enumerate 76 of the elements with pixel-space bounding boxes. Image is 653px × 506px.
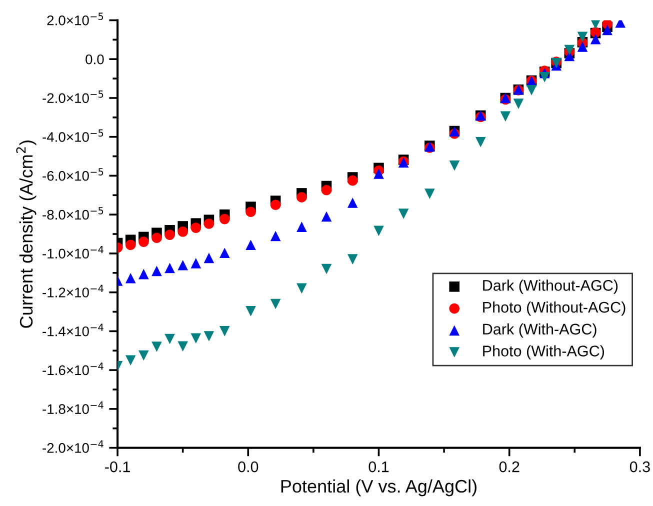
point xyxy=(577,42,588,52)
point xyxy=(270,230,281,242)
point xyxy=(513,98,524,109)
y-tick-label: -1.8×10$^{−4}$ xyxy=(42,401,104,414)
point xyxy=(321,184,332,196)
x-tick-label: -0.1 xyxy=(105,461,130,472)
point xyxy=(475,136,486,148)
point xyxy=(246,306,256,316)
y-tick-label: 0.0 xyxy=(86,54,104,64)
point xyxy=(296,192,307,202)
y-tick-label: 2.0×10$^{−5}$ xyxy=(47,12,104,26)
y-tick-label: -1.2×10$^{−4}$ xyxy=(42,284,104,298)
point xyxy=(246,206,256,218)
x-tick-label: 0.3 xyxy=(630,461,650,472)
point xyxy=(296,283,307,294)
x-axis-title: Potential (V vs. Ag/AgCl) xyxy=(281,479,476,496)
point xyxy=(270,200,281,210)
point xyxy=(138,236,149,247)
point xyxy=(500,111,511,122)
point xyxy=(190,258,202,268)
y-tick-label: -6.0×10$^{−5}$ xyxy=(42,168,104,181)
point xyxy=(219,326,230,336)
point xyxy=(219,248,230,258)
point xyxy=(347,198,358,208)
x-tick-label: 0.1 xyxy=(368,461,389,472)
legend-label: Photo (Without-AGC) xyxy=(483,301,626,316)
point xyxy=(374,168,384,179)
y-tick-label: -1.4×10$^{−4}$ xyxy=(42,324,104,336)
point xyxy=(190,222,202,233)
y-tick-label: -4.0×10$^{−5}$ xyxy=(42,129,104,142)
y-axis-title: Current density (A/cm$^{2}$) xyxy=(16,140,36,328)
point xyxy=(219,214,230,224)
point xyxy=(204,252,214,264)
legend-label: Dark (With-AGC) xyxy=(483,323,596,338)
point xyxy=(178,341,188,352)
point xyxy=(152,232,162,244)
point xyxy=(190,333,202,344)
y-tick-label: -2.0×10$^{−4}$ xyxy=(42,440,104,453)
x-tick-label: 0.2 xyxy=(499,461,520,472)
point xyxy=(347,175,358,186)
point xyxy=(152,342,162,352)
point xyxy=(246,240,256,250)
point xyxy=(602,24,612,36)
point xyxy=(164,334,175,344)
point xyxy=(539,72,550,82)
point xyxy=(374,226,384,236)
point xyxy=(577,32,588,42)
point xyxy=(424,188,435,199)
point xyxy=(164,230,175,240)
point xyxy=(204,331,214,342)
y-tick-label: -8.0×10$^{−5}$ xyxy=(42,207,104,220)
point xyxy=(138,350,149,361)
point xyxy=(178,226,188,237)
point xyxy=(321,211,332,222)
point xyxy=(164,262,175,274)
x-tick-label: 0.0 xyxy=(238,461,258,472)
point xyxy=(296,222,307,232)
point xyxy=(347,254,358,264)
point xyxy=(138,268,149,280)
point xyxy=(321,264,332,274)
point xyxy=(526,85,537,96)
point xyxy=(398,208,409,219)
legend-label: Photo (With-AGC) xyxy=(483,345,604,360)
point xyxy=(270,298,281,310)
y-tick-label: -1.0×10$^{−4}$ xyxy=(42,246,104,259)
legend-label: Dark (Without-AGC) xyxy=(483,280,618,294)
point xyxy=(125,240,136,250)
point xyxy=(152,266,162,276)
point xyxy=(590,34,601,44)
point xyxy=(178,260,188,270)
y-tick-label: -1.6×10$^{−4}$ xyxy=(42,362,104,376)
point xyxy=(204,218,214,229)
point xyxy=(125,355,136,366)
y-tick-label: -2.0×10$^{−5}$ xyxy=(42,90,104,104)
point xyxy=(449,160,460,171)
point xyxy=(125,272,136,284)
